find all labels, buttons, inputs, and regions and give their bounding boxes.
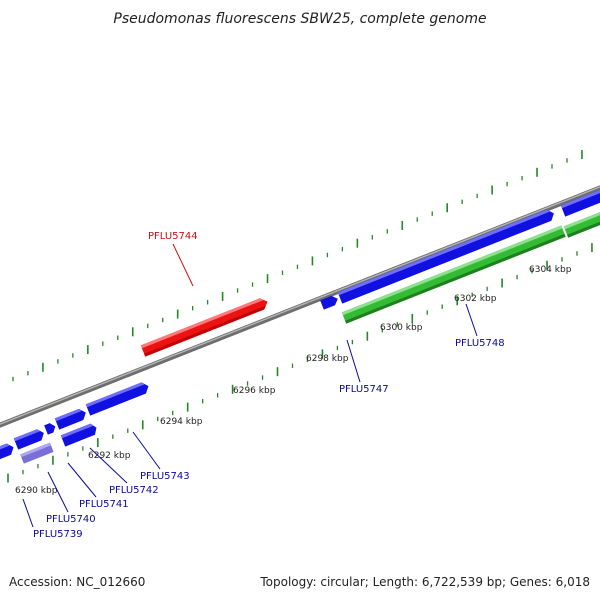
forward-cds-1[interactable]	[0, 442, 16, 461]
gene-label-pflu5747[interactable]: PFLU5747	[339, 384, 389, 395]
forward-cds-6[interactable]	[320, 294, 339, 310]
gene-leader-line	[132, 431, 161, 470]
tick-label: 6300 kbp	[380, 323, 423, 333]
gene-leader-line	[67, 462, 97, 498]
gene-leader-line	[465, 303, 478, 337]
gene-label-pflu5741[interactable]: PFLU5741	[79, 499, 129, 510]
tick-label: 6294 kbp	[160, 417, 203, 427]
gene-label-pflu5742[interactable]: PFLU5742	[109, 485, 159, 496]
forward-cds-3[interactable]	[44, 422, 57, 435]
gene-labels: PFLU5739 PFLU5740 PFLU5741 PFLU5742 PFLU5743…	[22, 231, 505, 540]
tick-label: 6298 kbp	[306, 354, 349, 364]
tick-label: 6302 kbp	[454, 294, 497, 304]
accession-text: Accession: NC_012660	[9, 575, 146, 589]
tick-label: 6290 kbp	[15, 486, 58, 496]
forward-cds-row	[0, 181, 600, 461]
map-title: Pseudomonas fluorescens SBW25, complete …	[113, 11, 486, 27]
gene-label-pflu5744[interactable]: PFLU5744	[148, 231, 198, 242]
forward-cds-5[interactable]	[85, 380, 151, 416]
gene-label-pflu5740[interactable]: PFLU5740	[46, 514, 96, 525]
genome-summary-text: Topology: circular; Length: 6,722,539 bp…	[260, 575, 590, 589]
gene-label-pflu5748[interactable]: PFLU5748	[455, 338, 505, 349]
forward-cds-4[interactable]	[54, 407, 88, 430]
gene-leader-line	[89, 447, 128, 484]
forward-cds-2[interactable]	[13, 427, 46, 450]
tick-label: 6296 kbp	[233, 386, 276, 396]
forward-cds-9[interactable]	[60, 422, 99, 447]
forward-cds-7[interactable]	[337, 208, 556, 304]
genome-backbone	[0, 185, 600, 428]
rna-feature[interactable]	[20, 442, 54, 464]
gene-leader-line	[22, 498, 34, 528]
gene-label-pflu5743[interactable]: PFLU5743	[140, 471, 190, 482]
tick-label: 6304 kbp	[529, 265, 572, 275]
gene-track	[341, 200, 600, 324]
gene-leader-line	[172, 243, 194, 287]
gene-label-pflu5739[interactable]: PFLU5739	[33, 529, 83, 540]
outer-tick-ruler	[12, 150, 583, 382]
gene-leader-line	[346, 339, 361, 383]
forward-cds-8[interactable]	[560, 181, 600, 217]
gene-leader-line	[47, 471, 69, 513]
tick-labels: 6290 kbp 6292 kbp 6294 kbp 6296 kbp 6298 kbp…	[15, 265, 572, 496]
reverse-cds-pflu5744[interactable]	[140, 296, 270, 357]
inner-tick-ruler	[7, 243, 593, 483]
tick-label: 6292 kbp	[88, 451, 131, 461]
